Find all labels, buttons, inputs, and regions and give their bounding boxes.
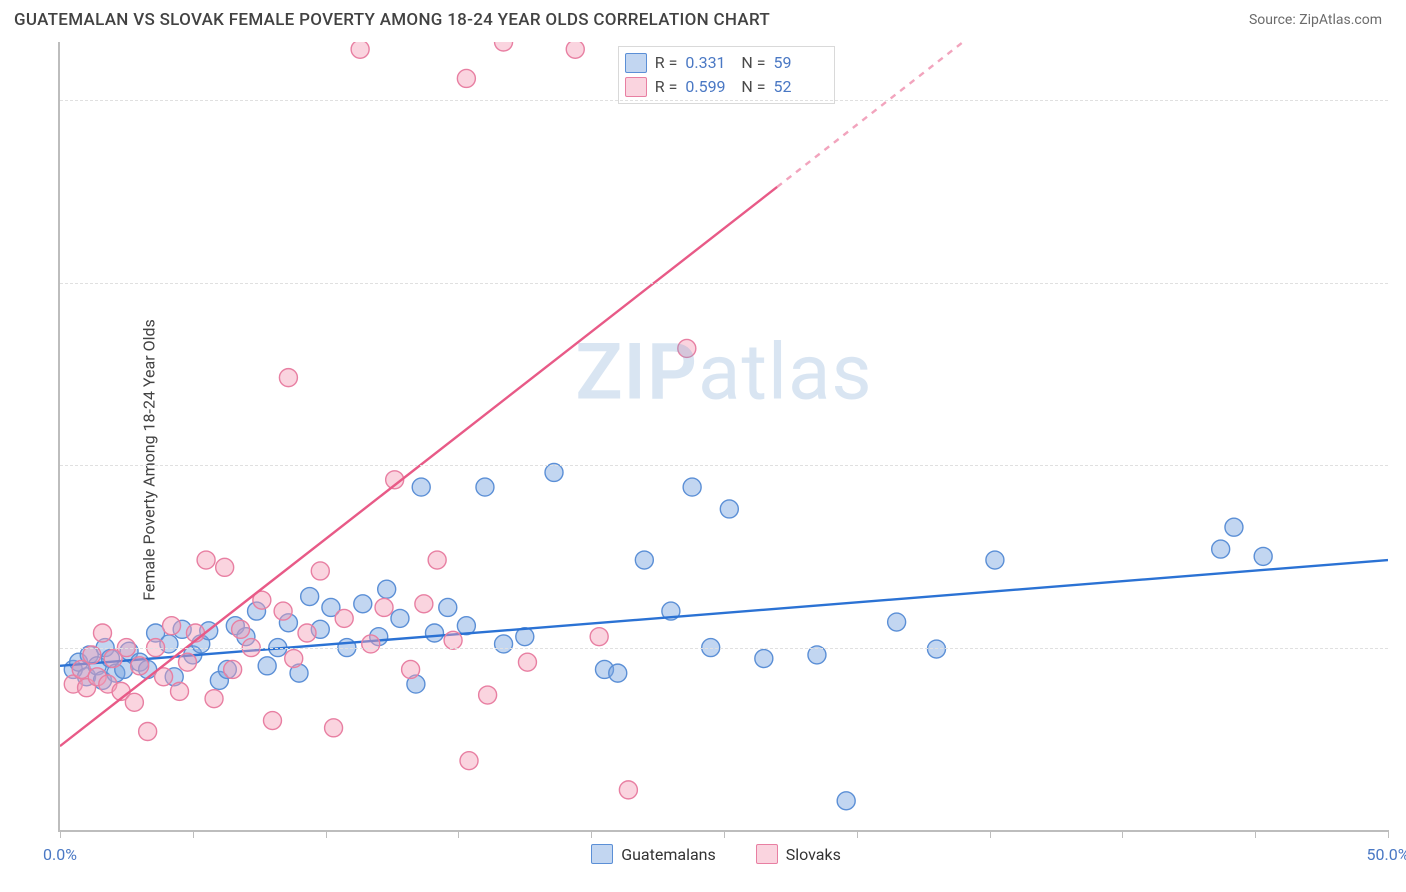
r-value-guatemalans: 0.331 <box>685 51 733 75</box>
legend-label-slovaks: Slovaks <box>786 845 841 864</box>
r-label: R = <box>655 75 678 99</box>
watermark-rest: atlas <box>698 327 873 418</box>
correlation-stats-box: R = 0.331 N = 59 R = 0.599 N = 52 <box>618 46 835 104</box>
y-tick-label: 100.0% <box>1398 91 1406 110</box>
swatch-guatemalans <box>625 53 647 73</box>
r-value-slovaks: 0.599 <box>685 75 733 99</box>
x-tick-label: 0.0% <box>43 845 77 864</box>
source-name: ZipAtlas.com <box>1299 12 1382 28</box>
n-value-slovaks: 52 <box>774 75 822 99</box>
legend-swatch-guatemalans <box>591 844 613 864</box>
y-tick-label: 50.0% <box>1398 456 1406 475</box>
y-tick-label: 25.0% <box>1398 638 1406 657</box>
chart-title: GUATEMALAN VS SLOVAK FEMALE POVERTY AMON… <box>14 10 770 30</box>
plot-area: ZIPatlas R = 0.331 N = 59 R = 0.599 N = … <box>58 42 1388 832</box>
r-label: R = <box>655 51 678 75</box>
legend-item-slovaks: Slovaks <box>756 844 841 864</box>
source-prefix: Source: <box>1249 12 1299 28</box>
n-label: N = <box>741 75 765 99</box>
legend-label-guatemalans: Guatemalans <box>621 845 716 864</box>
n-label: N = <box>741 51 765 75</box>
chart-header: GUATEMALAN VS SLOVAK FEMALE POVERTY AMON… <box>0 0 1406 34</box>
series-legend: Guatemalans Slovaks <box>591 844 841 864</box>
source-attribution: Source: ZipAtlas.com <box>1249 12 1382 28</box>
legend-item-guatemalans: Guatemalans <box>591 844 716 864</box>
swatch-slovaks <box>625 77 647 97</box>
watermark: ZIPatlas <box>575 327 872 418</box>
stats-row-slovaks: R = 0.599 N = 52 <box>625 75 822 99</box>
y-tick-label: 75.0% <box>1398 273 1406 292</box>
stats-row-guatemalans: R = 0.331 N = 59 <box>625 51 822 75</box>
x-tick-label: 50.0% <box>1367 845 1406 864</box>
n-value-guatemalans: 59 <box>774 51 822 75</box>
watermark-strong: ZIP <box>575 327 698 418</box>
legend-swatch-slovaks <box>756 844 778 864</box>
scatter-svg <box>60 42 1388 830</box>
chart-container: Female Poverty Among 18-24 Year Olds ZIP… <box>14 42 1392 878</box>
